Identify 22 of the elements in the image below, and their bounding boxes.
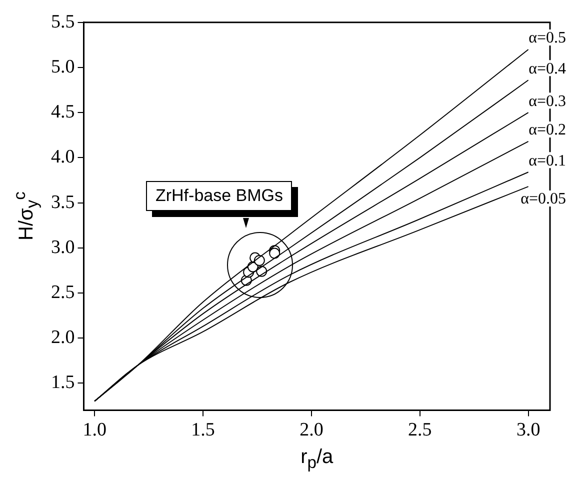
x-tick-label: 3.0 (516, 420, 540, 441)
y-tick-label: 5.0 (51, 56, 75, 78)
y-tick-label: 1.5 (51, 372, 75, 394)
x-tick-label: 1.5 (191, 420, 215, 441)
x-axis-title: r$_{p}$/a (300, 446, 334, 474)
x-tick-label: 2.5 (408, 420, 432, 441)
x-tick-label: 2.0 (300, 420, 324, 441)
series-label: α=0.2 (528, 122, 566, 139)
y-tick-label: 3.5 (51, 192, 75, 213)
x-tick-label: 1.0 (82, 420, 106, 441)
series-label: α=0.1 (528, 152, 566, 170)
y-tick-label: 5.5 (51, 11, 75, 32)
series-label: α=0.5 (528, 30, 566, 47)
series-label: α=0.05 (520, 190, 566, 208)
y-tick-label: 4.0 (51, 146, 75, 168)
y-tick-label: 2.5 (51, 282, 75, 303)
y-tick-label: 2.0 (51, 327, 75, 348)
annotation: ZrHf-base BMGs (146, 181, 292, 212)
y-tick-label: 4.5 (51, 102, 75, 123)
series-label: α=0.4 (528, 60, 566, 78)
series-label: α=0.3 (528, 92, 566, 110)
y-tick-label: 3.0 (51, 236, 75, 258)
